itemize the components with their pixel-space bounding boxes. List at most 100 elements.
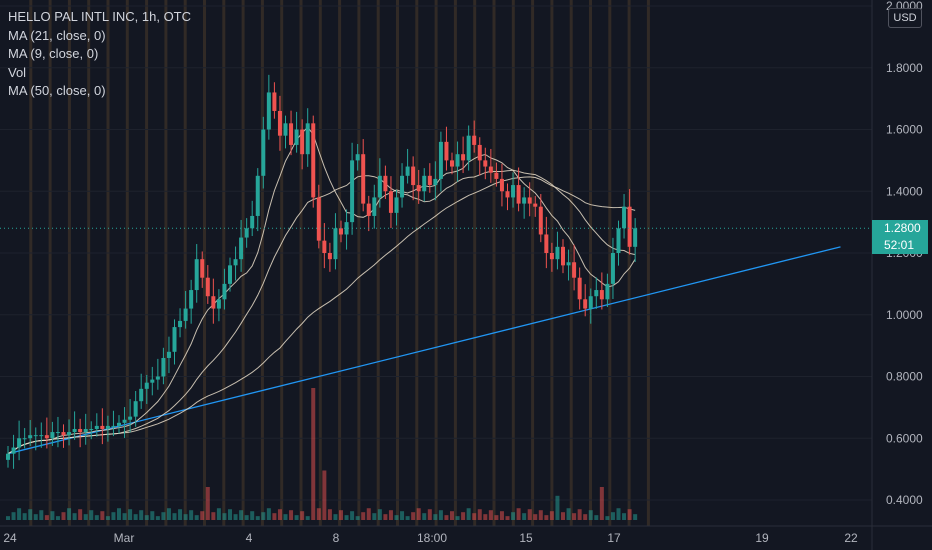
candle-body bbox=[344, 222, 349, 235]
volume-bar bbox=[111, 512, 116, 520]
candle-body bbox=[444, 141, 449, 161]
legend-ma50[interactable]: MA (50, close, 0) bbox=[8, 83, 106, 98]
candle-body bbox=[538, 206, 543, 235]
volume-bar bbox=[572, 513, 577, 520]
volume-bar bbox=[538, 510, 543, 520]
candle-body bbox=[411, 166, 416, 186]
volume-bar bbox=[78, 509, 83, 520]
candle-body bbox=[255, 175, 260, 216]
candle-body bbox=[6, 453, 10, 460]
session-band bbox=[67, 0, 71, 526]
volume-bar bbox=[155, 516, 160, 520]
candle-body bbox=[294, 129, 299, 145]
session-band bbox=[222, 0, 226, 526]
candle-body bbox=[144, 382, 149, 389]
session-band bbox=[415, 0, 419, 526]
candle-body bbox=[28, 435, 33, 439]
candle-body bbox=[11, 447, 16, 454]
session-band bbox=[453, 0, 457, 526]
candle-body bbox=[361, 154, 366, 204]
candle-body bbox=[566, 262, 571, 266]
volume-bar bbox=[150, 511, 155, 520]
volume-bar bbox=[577, 509, 582, 520]
candle-body bbox=[61, 432, 66, 436]
volume-bar bbox=[610, 512, 615, 520]
session-band bbox=[299, 0, 303, 526]
volume-bar bbox=[627, 509, 632, 520]
volume-bar bbox=[388, 510, 393, 520]
volume-bar bbox=[178, 509, 183, 520]
candle-body bbox=[522, 197, 527, 204]
candle-body bbox=[83, 428, 88, 433]
volume-bar bbox=[422, 513, 427, 520]
candle-body bbox=[305, 123, 310, 155]
legend-ma21[interactable]: MA (21, close, 0) bbox=[8, 27, 106, 43]
candle-body bbox=[350, 160, 355, 223]
volume-bar bbox=[67, 508, 72, 520]
candle-body bbox=[50, 432, 55, 439]
volume-bar bbox=[499, 511, 504, 520]
volume-bar bbox=[94, 515, 99, 520]
volume-bar bbox=[566, 508, 571, 520]
candle-body bbox=[100, 425, 105, 429]
volume-bar bbox=[33, 514, 38, 520]
candle-body bbox=[622, 206, 627, 229]
candle-body bbox=[433, 178, 438, 186]
session-band bbox=[531, 0, 535, 526]
candle-body bbox=[150, 379, 155, 383]
volume-bar bbox=[455, 516, 460, 520]
volume-bar bbox=[344, 515, 349, 520]
volume-bar bbox=[411, 512, 416, 520]
grid-lines bbox=[0, 5, 872, 501]
candle-body bbox=[272, 92, 277, 111]
legend-ma9[interactable]: MA (9, close, 0) bbox=[8, 46, 99, 61]
volume-bar bbox=[394, 515, 399, 520]
volume-bar bbox=[472, 513, 477, 520]
legend-symbol[interactable]: HELLO PAL INTL INC, 1h, OTC bbox=[8, 9, 192, 24]
trendline[interactable] bbox=[7, 246, 841, 455]
candle-body bbox=[33, 435, 38, 437]
candle-body bbox=[322, 240, 327, 253]
candle-body bbox=[472, 135, 477, 145]
candle-body bbox=[128, 416, 133, 420]
volume-bar bbox=[444, 515, 449, 520]
candle-body bbox=[377, 175, 382, 198]
volume-bar bbox=[55, 516, 60, 520]
session-band bbox=[183, 0, 187, 526]
candle-body bbox=[44, 435, 49, 439]
candle-body bbox=[494, 172, 499, 179]
time-axis[interactable]: 24 Mar 4 8 18:00 15 17 19 22 bbox=[3, 531, 858, 545]
price-tick-label: 0.4000 bbox=[886, 493, 923, 507]
candle-body bbox=[216, 299, 221, 309]
candle-body bbox=[610, 253, 615, 284]
candle-body bbox=[416, 185, 421, 192]
currency-button[interactable]: USD bbox=[888, 8, 922, 28]
volume-bar bbox=[622, 513, 627, 520]
candle-body bbox=[189, 290, 194, 309]
candle-body bbox=[72, 428, 77, 433]
candle-body bbox=[277, 110, 282, 136]
volume-bar bbox=[17, 508, 22, 520]
candle-body bbox=[455, 154, 460, 167]
candle-body bbox=[372, 197, 377, 216]
volume-bar bbox=[244, 515, 249, 520]
volume-bar bbox=[355, 516, 360, 520]
candle-body bbox=[283, 123, 288, 136]
volume-bar bbox=[522, 513, 527, 520]
candle-body bbox=[461, 154, 466, 161]
volume-bar bbox=[72, 513, 77, 520]
volume-bar bbox=[427, 509, 432, 520]
legend-vol[interactable]: Vol bbox=[8, 64, 27, 80]
session-bands bbox=[29, 0, 650, 526]
volume-bar bbox=[505, 516, 510, 520]
session-band bbox=[87, 0, 91, 526]
volume-bar bbox=[6, 516, 10, 520]
volume-bar bbox=[533, 514, 538, 520]
candle-body bbox=[450, 160, 454, 167]
chart-legend: HELLO PAL INTL INC, 1h, OTC MA (21, clos… bbox=[8, 8, 191, 101]
session-band bbox=[608, 0, 612, 526]
candle-body bbox=[261, 129, 266, 176]
volume-bar bbox=[400, 511, 405, 520]
candle-body bbox=[333, 228, 338, 260]
